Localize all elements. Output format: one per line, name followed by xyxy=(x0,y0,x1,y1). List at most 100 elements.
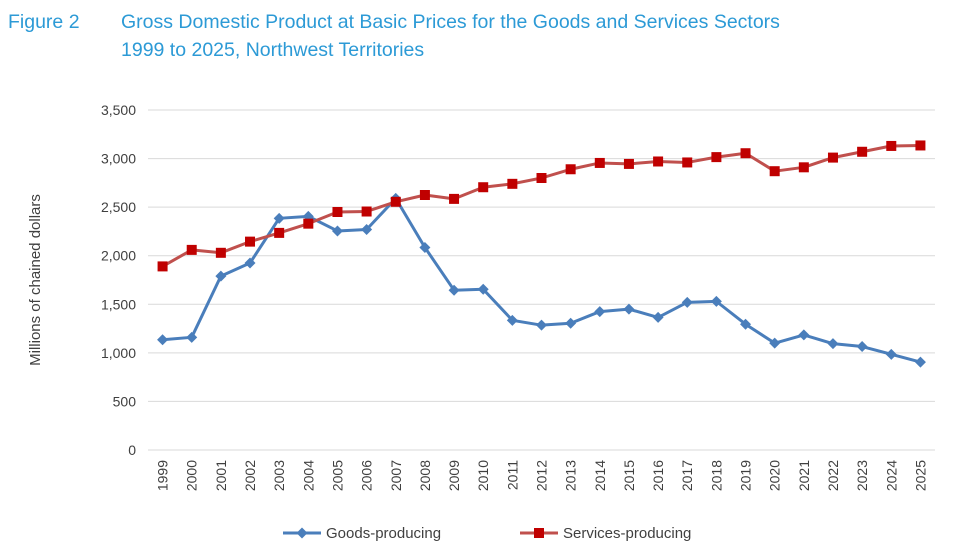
series-group xyxy=(157,140,926,368)
legend-item: Services-producing xyxy=(520,525,691,542)
x-tick-label: 2019 xyxy=(738,460,754,491)
data-point-diamond xyxy=(244,257,256,269)
title-line-2: 1999 to 2025, Northwest Territories xyxy=(121,39,425,61)
data-point-diamond xyxy=(157,334,169,346)
data-point-diamond xyxy=(681,296,693,308)
data-point-square xyxy=(594,157,605,168)
data-point-square xyxy=(245,236,256,247)
x-tick-label: 2005 xyxy=(329,460,345,491)
data-point-diamond xyxy=(623,303,635,315)
data-point-square xyxy=(798,162,809,173)
data-point-diamond xyxy=(477,283,489,295)
x-tick-label: 2014 xyxy=(592,460,608,491)
y-axis-ticks: 0 500 1,000 1,500 2,000 2,500 3,000 3,500 xyxy=(101,102,136,458)
data-point-square xyxy=(449,193,460,204)
data-point-diamond xyxy=(536,319,547,331)
data-point-diamond xyxy=(740,318,752,330)
x-tick-label: 2018 xyxy=(708,460,724,491)
data-point-square xyxy=(419,190,430,200)
y-tick-label: 0 xyxy=(128,442,136,458)
data-point-square xyxy=(534,528,544,538)
figure-label: Figure 2 xyxy=(8,11,80,33)
y-tick-label: 1,000 xyxy=(101,345,136,361)
title-line-1: Gross Domestic Product at Basic Prices f… xyxy=(121,11,780,33)
data-point-square xyxy=(478,182,489,193)
data-point-square xyxy=(536,173,547,183)
data-point-diamond xyxy=(296,527,308,539)
x-tick-label: 2024 xyxy=(883,460,899,491)
data-point-square xyxy=(186,244,197,255)
data-point-diamond xyxy=(506,314,518,326)
x-tick-label: 2000 xyxy=(184,460,200,491)
data-point-square xyxy=(507,178,518,189)
x-tick-label: 2021 xyxy=(796,460,812,491)
data-point-diamond xyxy=(827,338,839,350)
data-point-square xyxy=(361,206,372,217)
series-line xyxy=(162,196,921,364)
y-tick-label: 3,500 xyxy=(101,102,136,118)
x-tick-label: 2002 xyxy=(242,460,258,491)
x-tick-label: 2008 xyxy=(417,460,433,491)
x-tick-label: 2025 xyxy=(912,460,928,491)
data-point-square xyxy=(274,227,285,238)
x-tick-label: 2001 xyxy=(213,460,229,491)
x-tick-label: 2007 xyxy=(388,460,404,491)
data-point-square xyxy=(915,140,926,151)
x-tick-label: 2012 xyxy=(534,460,550,491)
data-point-square xyxy=(769,166,780,177)
data-point-square xyxy=(740,148,751,159)
data-point-square xyxy=(711,152,722,163)
data-point-diamond xyxy=(331,225,343,237)
data-point-square xyxy=(623,158,634,169)
data-point-diamond xyxy=(361,223,373,235)
data-point-diamond xyxy=(856,341,868,353)
data-point-square xyxy=(682,157,693,168)
x-tick-label: 2017 xyxy=(679,460,695,491)
x-tick-label: 2015 xyxy=(621,460,637,491)
x-tick-label: 2003 xyxy=(271,460,287,491)
data-point-diamond xyxy=(448,284,460,296)
x-tick-label: 2013 xyxy=(563,460,579,491)
data-point-square xyxy=(565,164,576,175)
y-tick-label: 2,500 xyxy=(101,199,136,215)
x-axis-ticks: 1999 2000 2001 2002 2003 2004 2005 2006 2007 2008… xyxy=(155,460,929,491)
x-tick-label: 1999 xyxy=(155,460,171,491)
data-point-square xyxy=(157,261,168,272)
data-point-diamond xyxy=(186,331,198,343)
x-tick-label: 2016 xyxy=(650,460,666,491)
data-point-diamond xyxy=(594,306,606,318)
data-point-diamond xyxy=(710,295,722,307)
data-point-diamond xyxy=(215,270,227,282)
y-tick-label: 1,500 xyxy=(101,296,136,312)
legend-label: Services-producing xyxy=(563,525,691,542)
x-tick-label: 2023 xyxy=(854,460,870,491)
x-tick-label: 2004 xyxy=(300,460,316,491)
y-tick-label: 2,000 xyxy=(101,248,136,264)
data-point-square xyxy=(215,247,226,258)
x-tick-label: 2006 xyxy=(359,460,375,491)
x-tick-label: 2020 xyxy=(767,460,783,491)
data-point-square xyxy=(332,207,343,217)
data-point-square xyxy=(857,146,868,157)
gridlines xyxy=(148,109,935,451)
legend-label: Goods-producing xyxy=(326,525,441,542)
data-point-square xyxy=(827,152,838,163)
data-point-diamond xyxy=(769,337,781,349)
data-point-diamond xyxy=(798,329,810,341)
x-tick-label: 2009 xyxy=(446,460,462,491)
legend: Goods-producing Services-producing xyxy=(283,525,691,542)
data-point-square xyxy=(303,218,314,229)
data-point-diamond xyxy=(652,311,664,323)
legend-item: Goods-producing xyxy=(283,525,441,542)
data-point-square xyxy=(886,140,897,151)
data-point-diamond xyxy=(885,348,897,360)
y-axis-title: Millions of chained dollars xyxy=(27,194,44,366)
series-services-producing xyxy=(157,140,926,272)
series-goods-producing xyxy=(157,192,926,368)
x-tick-label: 2011 xyxy=(504,460,520,490)
data-point-diamond xyxy=(273,212,285,224)
data-point-square xyxy=(653,156,664,167)
y-tick-label: 500 xyxy=(113,393,137,409)
x-tick-label: 2022 xyxy=(825,460,841,491)
